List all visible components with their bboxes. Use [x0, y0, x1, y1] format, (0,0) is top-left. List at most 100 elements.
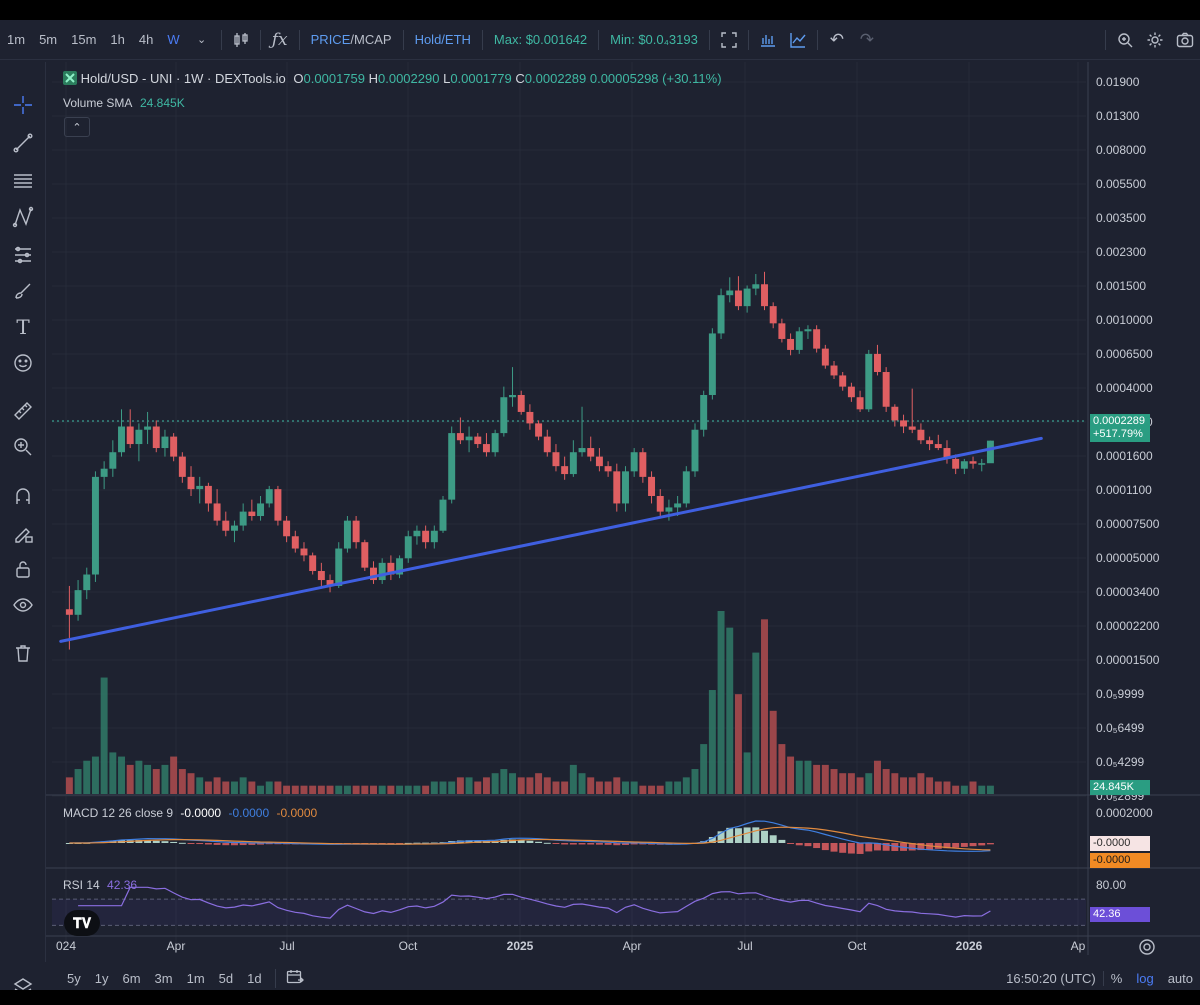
candle-body [908, 426, 916, 430]
log-scale-toggle[interactable]: log [1136, 970, 1154, 986]
low-value: 0.0001779 [450, 71, 512, 86]
macd-histogram-bar [578, 843, 586, 845]
trash-icon[interactable] [8, 638, 38, 668]
pattern-tool-icon[interactable] [8, 202, 38, 232]
prediction-tool-icon[interactable] [8, 240, 38, 270]
candle-body [595, 456, 603, 467]
volume-bar [587, 777, 595, 794]
chart-app: 1m 5m 15m 1h 4h W ⌄ ƒx PRICE/MCAP Hold/E… [0, 20, 1200, 990]
rsi-panel [52, 886, 1086, 926]
bar-chart-icon[interactable] [753, 26, 783, 54]
candle-body [561, 466, 569, 475]
interval-5m[interactable]: 5m [39, 32, 58, 47]
candle-body [100, 468, 108, 477]
range-5y[interactable]: 5y [67, 970, 81, 986]
price-tick-label: 0.00005000 [1096, 551, 1160, 565]
volume-bar [952, 785, 960, 794]
volume-sma-label: Volume SMA [63, 96, 133, 110]
indicators-fx-icon[interactable]: ƒx [271, 29, 288, 50]
volume-bar [943, 781, 951, 794]
brush-icon[interactable] [8, 276, 38, 306]
layers-icon[interactable] [8, 972, 38, 990]
candle-body [239, 511, 247, 526]
collapse-legend-button[interactable]: ⌃ [64, 117, 90, 137]
candle-body [300, 548, 308, 556]
candle-body [152, 426, 160, 449]
percent-scale-toggle[interactable]: % [1102, 970, 1130, 986]
lock-drawing-icon[interactable] [8, 518, 38, 548]
volume-bar [813, 764, 821, 794]
line-chart-icon[interactable] [783, 26, 813, 54]
trendline-group[interactable] [59, 436, 1043, 643]
max-price-button[interactable]: Max: $0.001642 [493, 32, 588, 47]
pair-toggle[interactable]: Hold/ETH [414, 32, 471, 47]
chevron-down-icon[interactable]: ⌄ [197, 34, 207, 46]
visibility-eye-icon[interactable] [8, 590, 38, 620]
macd-histogram-bar [535, 841, 543, 843]
candle-body [352, 520, 360, 543]
text-tool-icon[interactable]: T [16, 315, 30, 339]
volume-bar [204, 781, 212, 794]
min-price-button[interactable]: Min: $0.0₄3193 [610, 32, 698, 47]
emoji-icon[interactable] [8, 348, 38, 378]
candle-body [326, 580, 334, 586]
candle-body [91, 476, 99, 575]
macd-histogram-bar [830, 843, 838, 852]
candle-body [74, 590, 82, 615]
macd-histogram-bar [795, 843, 803, 846]
candle-body [569, 452, 577, 475]
lock-icon[interactable] [8, 554, 38, 584]
interval-15m[interactable]: 15m [71, 32, 97, 47]
crosshair-icon[interactable] [8, 90, 38, 120]
volume-bar [404, 785, 412, 794]
redo-icon[interactable]: ↷ [859, 29, 874, 49]
utc-clock[interactable]: 16:50:20 (UTC) [1006, 970, 1096, 986]
candle-body [422, 530, 430, 543]
candle-body [413, 530, 421, 537]
zoom-in-icon[interactable] [8, 432, 38, 462]
candle-body [622, 471, 629, 504]
auto-scale-toggle[interactable]: auto [1167, 970, 1193, 986]
range-1y[interactable]: 1y [94, 970, 109, 986]
support-trendline[interactable] [59, 436, 1043, 643]
volume-bar [170, 756, 178, 794]
settings-gear-icon[interactable] [1140, 26, 1170, 54]
candle-body [474, 436, 482, 445]
macd-histogram-bar [943, 843, 951, 849]
price-mcap-toggle[interactable]: PRICE/MCAP [304, 32, 399, 47]
high-key: H [368, 71, 378, 86]
volume-bar [622, 781, 629, 794]
candle-body [752, 284, 760, 289]
ruler-icon[interactable] [8, 396, 38, 426]
range-1d[interactable]: 1d [247, 970, 262, 986]
interval-w[interactable]: W [167, 32, 180, 47]
candle-type-icon[interactable] [226, 26, 256, 54]
fullscreen-icon[interactable] [714, 26, 744, 54]
price-tick-label: 0.0₅4299 [1096, 755, 1145, 769]
camera-snapshot-icon[interactable] [1170, 26, 1200, 54]
candle-body [500, 397, 508, 434]
horizontal-lines-icon[interactable] [8, 166, 38, 196]
magnet-icon[interactable] [8, 482, 38, 512]
range-5d[interactable]: 5d [218, 970, 234, 986]
interval-1m[interactable]: 1m [7, 32, 26, 47]
timeline-settings-icon[interactable] [1137, 937, 1157, 957]
chart-canvas[interactable]: 0.01900 0.01300 0.008000 0.005500 0.003500 0.… [0, 20, 1200, 990]
volume-bar [804, 760, 812, 794]
candle-body [361, 542, 369, 568]
date-range-calendar-icon[interactable] [274, 968, 311, 988]
range-6m[interactable]: 6m [122, 970, 141, 986]
volume-bar [187, 773, 195, 794]
interval-1h[interactable]: 1h [110, 32, 125, 47]
range-3m[interactable]: 3m [154, 970, 173, 986]
volume-bar [656, 785, 664, 794]
range-1m[interactable]: 1m [186, 970, 205, 986]
undo-icon[interactable]: ↶ [829, 29, 844, 49]
trend-line-icon[interactable] [8, 128, 38, 158]
volume-bar [300, 785, 308, 794]
price-tick-label: 0.008000 [1096, 143, 1146, 157]
time-tick-label: 024 [56, 939, 76, 953]
candle-body [213, 503, 221, 521]
interval-4h[interactable]: 4h [138, 32, 154, 47]
quick-search-icon[interactable] [1110, 26, 1140, 54]
